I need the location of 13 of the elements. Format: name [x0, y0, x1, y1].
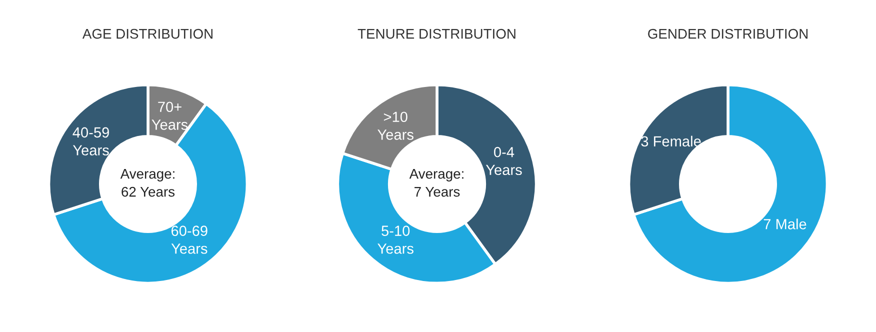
slice-label: 40-59 Years [72, 127, 109, 156]
text: Average: 7 Years [409, 169, 464, 197]
slice-label: 7 Male [764, 218, 806, 230]
chart-title: GENDER DISTRIBUTION [648, 28, 808, 39]
slice-label: 0-4 Years [486, 146, 522, 176]
text: Average: 62 Years [120, 169, 175, 197]
slice-label: 3 Female [641, 136, 701, 147]
slice-label: 60-69 Years [171, 226, 208, 254]
slice-label: >10 Years [378, 112, 414, 140]
slice-label: 5-10 Years [378, 226, 414, 254]
chart-title: AGE DISTRIBUTION [82, 28, 212, 39]
chart-title: TENURE DISTRIBUTION [358, 28, 516, 39]
slice-label: 70+ Years [152, 102, 188, 130]
